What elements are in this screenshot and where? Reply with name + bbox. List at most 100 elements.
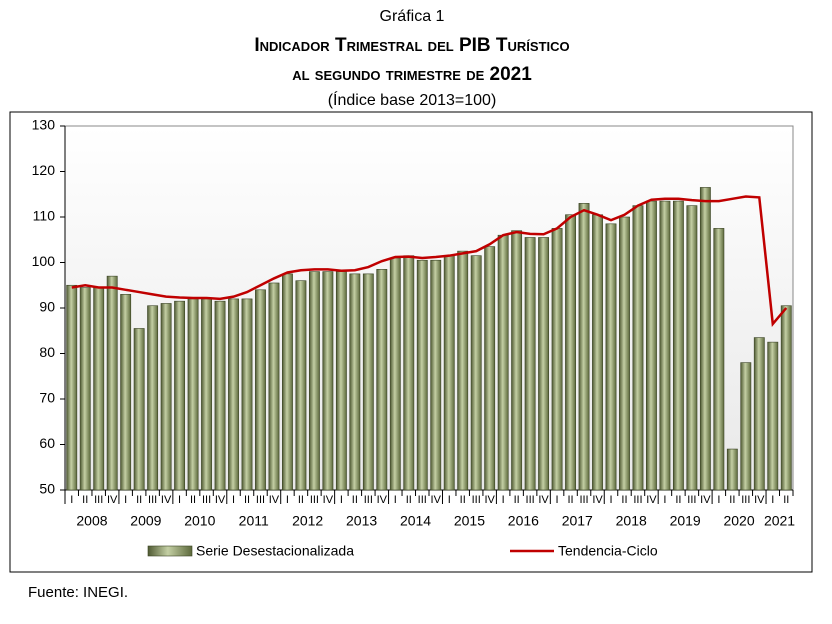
y-tick-label: 120 (32, 162, 56, 178)
x-tick-label: II (298, 494, 304, 506)
x-tick-label: II (244, 494, 250, 506)
x-tick-label: III (256, 494, 265, 506)
bar (79, 287, 91, 491)
chart-subtitle: al segundo trimestre de 2021 (292, 64, 532, 85)
x-tick-label: I (70, 494, 73, 506)
bar (214, 300, 226, 491)
bar (443, 255, 455, 491)
x-tick-label: II (514, 494, 520, 506)
year-label: 2015 (454, 513, 485, 529)
bar (632, 205, 644, 491)
x-tick-label: IV (431, 494, 442, 506)
bar (255, 289, 266, 491)
bar (619, 216, 630, 491)
bar (430, 259, 442, 491)
bar (497, 234, 509, 491)
x-tick-label: II (621, 494, 627, 506)
x-tick-label: IV (592, 494, 603, 506)
bar (686, 205, 698, 491)
legend-swatch (147, 545, 193, 557)
x-tick-label: III (94, 494, 103, 506)
year-label: 2011 (239, 513, 269, 529)
y-tick-label: 100 (32, 253, 56, 269)
x-tick-label: III (526, 494, 535, 506)
bar (174, 300, 186, 491)
source: Fuente: INEGI. (28, 584, 128, 601)
x-tick-label: III (418, 494, 427, 506)
x-tick-label: IV (754, 494, 765, 506)
bar (201, 298, 212, 491)
caption: Gráfica 1 (380, 8, 445, 25)
bar (416, 259, 428, 491)
year-label: 2012 (292, 513, 323, 529)
year-label: 2009 (130, 513, 161, 529)
bar (376, 269, 388, 491)
chart-frame (9, 111, 813, 573)
x-tick-label: IV (323, 494, 334, 506)
bar (767, 341, 779, 491)
bar (282, 273, 293, 491)
x-tick-label: I (232, 494, 235, 506)
bar (362, 273, 374, 491)
bar (268, 282, 280, 491)
year-label: 2018 (616, 513, 647, 529)
y-tick-label: 60 (39, 435, 55, 451)
x-tick-label: I (124, 494, 127, 506)
y-tick-label: 110 (33, 208, 56, 224)
x-tick-label: I (448, 494, 451, 506)
x-tick-label: II (567, 494, 573, 506)
x-tick-label: II (406, 494, 412, 506)
note: (Índice base 2013=100) (328, 90, 497, 109)
x-tick-label: III (310, 494, 319, 506)
bar (484, 246, 496, 491)
x-tick-label: I (340, 494, 343, 506)
x-tick-label: IV (269, 494, 280, 506)
x-tick-label: IV (161, 494, 172, 506)
x-tick-label: I (286, 494, 289, 506)
year-label: 2014 (400, 513, 431, 529)
x-tick-label: III (687, 494, 696, 506)
bar (93, 287, 105, 491)
bar (106, 275, 118, 491)
y-tick-label: 130 (32, 117, 56, 133)
bar (322, 271, 334, 491)
x-tick-label: I (394, 494, 397, 506)
bar (457, 250, 469, 491)
bar (389, 257, 401, 491)
year-label: 2013 (346, 513, 377, 529)
x-tick-label: III (364, 494, 373, 506)
x-tick-label: IV (538, 494, 549, 506)
bar (470, 255, 482, 491)
x-tick-label: III (148, 494, 157, 506)
bar (511, 230, 523, 491)
bar (726, 448, 738, 491)
bar (133, 328, 145, 491)
x-tick-label: II (729, 494, 735, 506)
bar (241, 298, 253, 491)
x-tick-label: I (663, 494, 666, 506)
x-tick-label: II (136, 494, 142, 506)
x-tick-label: III (579, 494, 588, 506)
x-tick-label: IV (484, 494, 495, 506)
x-tick-label: III (741, 494, 750, 506)
bar (713, 228, 725, 491)
x-tick-label: I (771, 494, 774, 506)
x-tick-label: II (190, 494, 196, 506)
x-tick-label: III (472, 494, 481, 506)
x-tick-label: IV (107, 494, 118, 506)
bar (335, 271, 347, 491)
bar (66, 284, 78, 491)
bar (659, 200, 671, 491)
bar (699, 187, 711, 491)
bar (228, 298, 239, 491)
year-label: 2016 (508, 513, 539, 529)
legend-label: Serie Desestacionalizada (196, 543, 354, 559)
x-tick-label: I (178, 494, 181, 506)
bar (524, 237, 536, 491)
plot-area (64, 125, 794, 491)
x-tick-label: II (352, 494, 358, 506)
bar (646, 200, 657, 491)
y-tick-label: 90 (39, 299, 55, 315)
x-tick-label: II (675, 494, 681, 506)
legend-label: Tendencia-Ciclo (558, 543, 658, 559)
